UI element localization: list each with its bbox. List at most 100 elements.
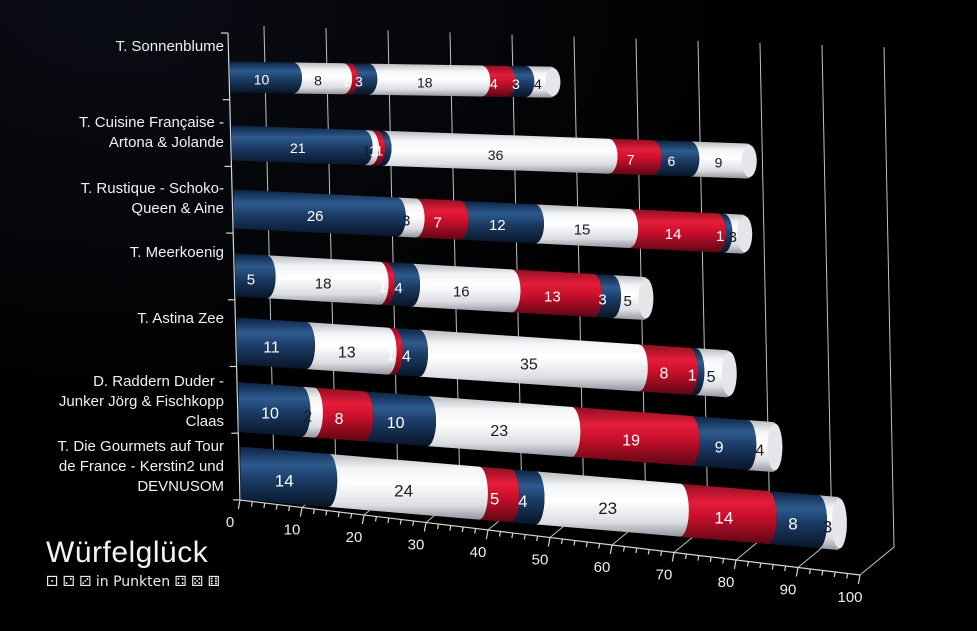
bar-segment [305, 322, 397, 375]
bar-end-cap [721, 351, 737, 396]
axis-minor-tick [374, 516, 377, 522]
category-label: T. Meerkoenig [130, 244, 224, 261]
bar-segment [717, 213, 733, 253]
bar-segment [343, 63, 359, 95]
axis-minor-tick [784, 565, 787, 572]
axis-major-tick [547, 537, 551, 547]
axis-major-tick [361, 514, 365, 525]
segment-value-label: 10 [261, 406, 279, 423]
segment-value-label: 24 [394, 482, 413, 501]
segment-labels: 10 8 1 3 18 4 3 4 [254, 72, 542, 92]
axis-tick-label: 80 [718, 574, 735, 591]
category-label-line: Queen & Aine [131, 200, 224, 217]
axis-major-tick [237, 499, 241, 510]
segment-value-label: 1 [363, 142, 371, 158]
category-label-line: DEVNUSOM [137, 478, 224, 495]
gridline [797, 44, 833, 568]
bar-segment [478, 466, 520, 523]
category-label-line: Claas [186, 413, 224, 430]
axis-tick-label: 10 [284, 522, 301, 539]
bar-segment [235, 253, 276, 299]
axis-minor-tick [498, 531, 501, 537]
segment-value-label: 10 [387, 415, 405, 432]
axis-major-tick [733, 559, 737, 570]
bar-end-cap [767, 423, 783, 471]
axis-minor-tick [523, 534, 526, 540]
segment-value-label: 4 [518, 492, 527, 511]
category-label-line: T. Die Gourmets auf Tour [58, 438, 224, 455]
bar-segment [767, 491, 828, 549]
bar-row: 26 3 7 12 15 14 1 3 [233, 189, 753, 254]
segment-value-label: 1 [376, 143, 384, 159]
segment-value-label: 1 [688, 368, 697, 385]
axis-minor-tick [536, 535, 539, 542]
segment-value-label: 4 [534, 76, 542, 92]
segment-value-label: 2 [303, 409, 312, 426]
axis-minor-tick [399, 519, 402, 525]
segment-value-label: 21 [290, 140, 306, 156]
bar-segment [534, 204, 639, 249]
segment-value-label: 1 [386, 347, 395, 364]
bar-segment [415, 198, 469, 240]
segment-value-label: 18 [417, 74, 433, 90]
bar-segment [535, 471, 689, 537]
axis-minor-tick [585, 541, 588, 548]
segment-labels: 10 2 8 10 23 19 9 4 [261, 406, 764, 460]
axis-minor-tick [337, 511, 340, 518]
bar-segment [506, 65, 535, 98]
axis-minor-tick [436, 523, 439, 530]
segment-value-label: 3 [355, 73, 363, 89]
segment-value-label: 13 [338, 344, 356, 361]
category-axis-line [227, 32, 241, 501]
axis-minor-tick [250, 501, 253, 507]
axis-minor-tick [560, 538, 563, 545]
category-label: T. Die Gourmets auf Tour de France - Kers… [58, 438, 224, 495]
value-axis-labels: 0 10 20 30 40 50 60 70 80 90 100 [226, 514, 863, 606]
axis-minor-tick [350, 513, 353, 519]
bar-end-cap [737, 216, 753, 253]
axis-minor-tick [325, 510, 328, 516]
bar-row: 11 13 1 4 358 1 5 [236, 317, 737, 398]
segment-value-label: 6 [668, 153, 676, 169]
axis-minor-tick [746, 561, 749, 567]
bar-segment [411, 263, 521, 313]
segment-value-label: 9 [715, 155, 723, 171]
bar-segment [679, 483, 777, 545]
bar-segment [328, 453, 488, 520]
category-label-line: T. Meerkoenig [130, 244, 224, 261]
bar-segment [690, 141, 756, 179]
segment-value-label: 5 [247, 271, 255, 288]
bar-segment [238, 382, 311, 437]
axis-minor-tick [808, 568, 811, 575]
axis-tick-label: 40 [470, 544, 487, 561]
bar-row: 5 18 1 4 16 13 3 5 [235, 253, 654, 320]
segment-labels: 26 3 7 12 15 14 1 3 [307, 208, 737, 246]
bar-segment [382, 130, 618, 174]
bar-row: 10 8 1 3 18 4 3 4 [230, 61, 561, 98]
axis-tick-label: 30 [408, 537, 425, 554]
segment-value-label: 5 [490, 489, 499, 508]
axis-minor-tick [660, 550, 663, 557]
axis-tick-label: 50 [532, 552, 549, 569]
bar-segment [571, 406, 700, 466]
bar-segment [511, 269, 603, 318]
axis-tick-label: 20 [346, 529, 363, 546]
category-label-line: T. Cuisine Française - [79, 114, 224, 131]
category-label: T. Astina Zee [137, 310, 224, 327]
segment-labels: 11 13 1 4 358 1 5 [263, 339, 715, 385]
axis-tick-label: 0 [226, 514, 234, 531]
segment-value-label: 7 [627, 151, 635, 167]
category-label-line: de France - Kerstin2 und [59, 458, 224, 475]
bar-segment [689, 347, 705, 396]
bar-end-cap [638, 278, 654, 319]
segment-value-label: 23 [490, 423, 508, 440]
axis-minor-tick [722, 558, 725, 564]
axis-minor-tick [622, 546, 625, 552]
axis-minor-tick [759, 562, 762, 569]
axis-minor-tick [263, 502, 266, 509]
bar-segment [266, 255, 389, 305]
axis-tick-label: 60 [594, 559, 611, 576]
segment-value-label: 3 [598, 292, 606, 309]
